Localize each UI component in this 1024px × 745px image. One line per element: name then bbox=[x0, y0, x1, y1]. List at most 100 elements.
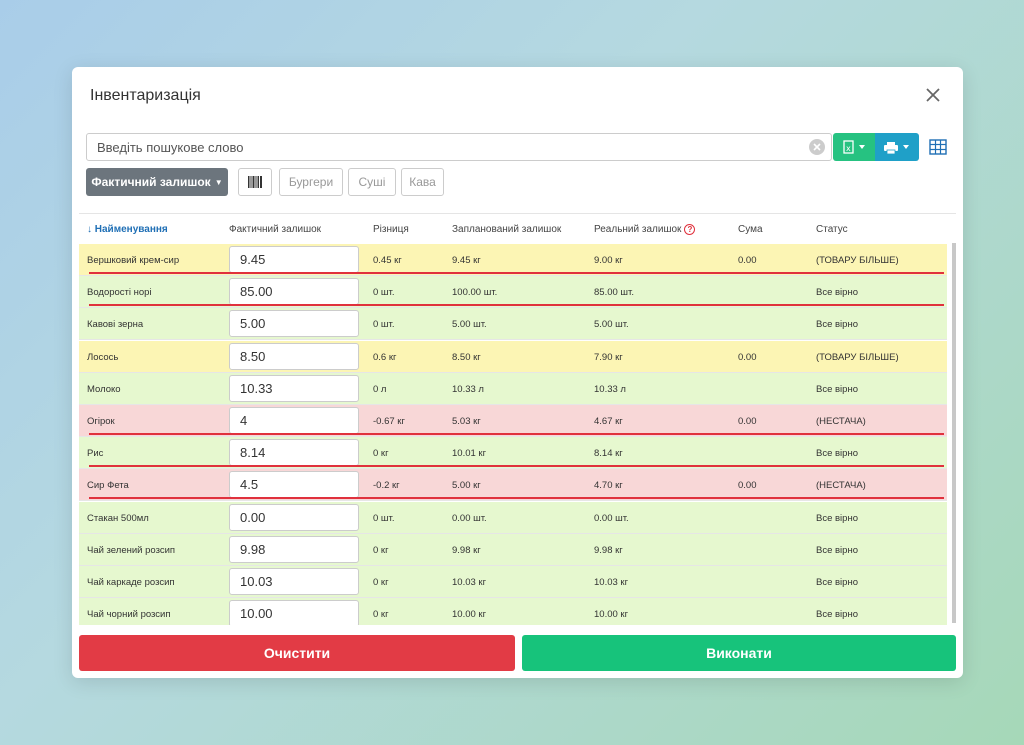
row-sum: 0.00 bbox=[738, 351, 757, 363]
row-status: Все вірно bbox=[816, 512, 858, 524]
row-real: 5.00 шт. bbox=[594, 319, 629, 331]
header-actual[interactable]: Фактичний залишок bbox=[229, 224, 322, 235]
chevron-down-icon: ▼ bbox=[214, 177, 223, 187]
row-name: Рис bbox=[87, 448, 104, 460]
row-sum: 0.00 bbox=[738, 255, 757, 266]
row-planned: 100.00 шт. bbox=[452, 287, 498, 299]
header-sum[interactable]: Сума bbox=[738, 224, 763, 235]
header-status[interactable]: Статус bbox=[816, 224, 848, 235]
header-planned[interactable]: Запланований залишок bbox=[452, 224, 562, 235]
row-sum: 0.00 bbox=[738, 416, 757, 427]
header-difference[interactable]: Різниця bbox=[373, 224, 409, 235]
inventory-modal: Інвентаризація x bbox=[72, 67, 963, 678]
actual-stock-input[interactable] bbox=[229, 342, 359, 370]
row-status: (НЕСТАЧА) bbox=[816, 480, 866, 492]
row-name: Огірок bbox=[87, 416, 115, 427]
row-planned: 10.00 кг bbox=[452, 609, 487, 621]
actual-stock-input[interactable] bbox=[229, 503, 359, 531]
row-name: Стакан 500мл bbox=[87, 512, 149, 524]
actual-stock-input[interactable] bbox=[229, 471, 359, 499]
print-button[interactable] bbox=[875, 133, 919, 161]
row-real: 85.00 шт. bbox=[594, 287, 634, 299]
row-difference: 0.6 кг bbox=[373, 351, 397, 363]
table-row: Кавові зерна 0 шт. 5.00 шт. 5.00 шт. Все вір… bbox=[79, 308, 947, 341]
modal-title: Інвентаризація bbox=[90, 87, 201, 104]
clear-button[interactable]: Очистити bbox=[79, 635, 515, 671]
actual-stock-input[interactable] bbox=[229, 374, 359, 402]
row-status: Все вірно bbox=[816, 609, 858, 621]
help-icon[interactable]: ? bbox=[684, 224, 696, 235]
category-chip-coffee[interactable]: Кава bbox=[401, 168, 444, 196]
search-input[interactable] bbox=[86, 133, 832, 161]
header-name[interactable]: ↓ Найменування bbox=[87, 224, 168, 235]
table-view-icon[interactable] bbox=[929, 139, 947, 155]
row-status: (ТОВАРУ БІЛЬШЕ) bbox=[816, 351, 899, 363]
header-real-label: Реальний залишок bbox=[594, 224, 682, 236]
row-real: 10.00 кг bbox=[594, 609, 629, 621]
clear-search-icon[interactable] bbox=[809, 139, 825, 155]
row-difference: -0.67 кг bbox=[373, 416, 405, 427]
row-planned: 0.00 шт. bbox=[452, 512, 487, 524]
actual-stock-input[interactable] bbox=[229, 310, 359, 338]
row-difference: 0.45 кг bbox=[373, 255, 402, 266]
actual-stock-input[interactable] bbox=[229, 246, 359, 273]
actual-stock-input[interactable] bbox=[229, 278, 359, 306]
actual-stock-input[interactable] bbox=[229, 407, 359, 434]
row-difference: 0 кг bbox=[373, 609, 389, 621]
table-row: Водорості норі 0 шт. 100.00 шт. 85.00 шт. Вс… bbox=[79, 276, 947, 309]
row-name: Вершковий крем-сир bbox=[87, 255, 180, 266]
close-icon[interactable] bbox=[923, 85, 943, 105]
stock-filter-dropdown[interactable]: Фактичний залишок ▼ bbox=[86, 168, 228, 196]
row-status: (НЕСТАЧА) bbox=[816, 416, 866, 427]
row-real: 8.14 кг bbox=[594, 448, 623, 460]
row-real: 0.00 шт. bbox=[594, 512, 629, 524]
barcode-button[interactable] bbox=[238, 168, 272, 196]
row-name: Молоко bbox=[87, 383, 121, 395]
stock-filter-label: Фактичний залишок bbox=[91, 175, 211, 189]
highlight-underline bbox=[89, 272, 944, 274]
actual-stock-input[interactable] bbox=[229, 600, 359, 625]
row-difference: 0 шт. bbox=[373, 319, 395, 331]
header-real[interactable]: Реальний залишок? bbox=[594, 224, 696, 236]
svg-text:x: x bbox=[846, 144, 851, 153]
export-excel-button[interactable]: x bbox=[833, 133, 875, 161]
row-real: 4.70 кг bbox=[594, 480, 623, 492]
scrollbar[interactable] bbox=[952, 243, 956, 623]
row-name: Водорості норі bbox=[87, 287, 152, 299]
inventory-table: ↓ Найменування Фактичний залишок Різниця… bbox=[79, 213, 956, 625]
row-status: Все вірно bbox=[816, 544, 858, 556]
execute-button[interactable]: Виконати bbox=[522, 635, 956, 671]
row-sum: 0.00 bbox=[738, 480, 757, 492]
row-real: 4.67 кг bbox=[594, 416, 623, 427]
highlight-underline bbox=[89, 465, 944, 468]
row-planned: 10.33 л bbox=[452, 383, 484, 395]
row-planned: 5.03 кг bbox=[452, 416, 481, 427]
row-name: Чай зелений розсип bbox=[87, 544, 176, 556]
category-chip-sushi[interactable]: Суші bbox=[348, 168, 396, 196]
row-planned: 9.98 кг bbox=[452, 544, 481, 556]
highlight-underline bbox=[89, 497, 944, 500]
excel-icon: x bbox=[843, 140, 865, 154]
row-name: Лосось bbox=[87, 351, 119, 363]
table-row: Вершковий крем-сир 0.45 кг 9.45 кг 9.00 кг 0… bbox=[79, 244, 947, 276]
table-row: Чай зелений розсип 0 кг 9.98 кг 9.98 кг Все … bbox=[79, 533, 947, 566]
actual-stock-input[interactable] bbox=[229, 439, 359, 467]
table-row: Чай каркаде розсип 0 кг 10.03 кг 10.03 кг Вс… bbox=[79, 566, 947, 598]
row-real: 10.03 кг bbox=[594, 577, 629, 588]
row-status: Все вірно bbox=[816, 577, 858, 588]
row-status: (ТОВАРУ БІЛЬШЕ) bbox=[816, 255, 899, 266]
table-row: Лосось 0.6 кг 8.50 кг 7.90 кг 0.00 (ТОВАРУ БІ… bbox=[79, 340, 947, 373]
actual-stock-input[interactable] bbox=[229, 568, 359, 595]
actual-stock-input[interactable] bbox=[229, 535, 359, 563]
row-difference: 0 кг bbox=[373, 544, 389, 556]
row-name: Кавові зерна bbox=[87, 319, 144, 331]
row-planned: 10.01 кг bbox=[452, 448, 487, 460]
row-planned: 9.45 кг bbox=[452, 255, 481, 266]
row-name: Чай чорний розсип bbox=[87, 609, 171, 621]
row-real: 10.33 л bbox=[594, 383, 626, 395]
row-planned: 8.50 кг bbox=[452, 351, 481, 363]
printer-icon bbox=[884, 142, 909, 155]
row-name: Чай каркаде розсип bbox=[87, 577, 175, 588]
row-difference: 0 шт. bbox=[373, 287, 395, 299]
category-chip-burgers[interactable]: Бургери bbox=[279, 168, 343, 196]
